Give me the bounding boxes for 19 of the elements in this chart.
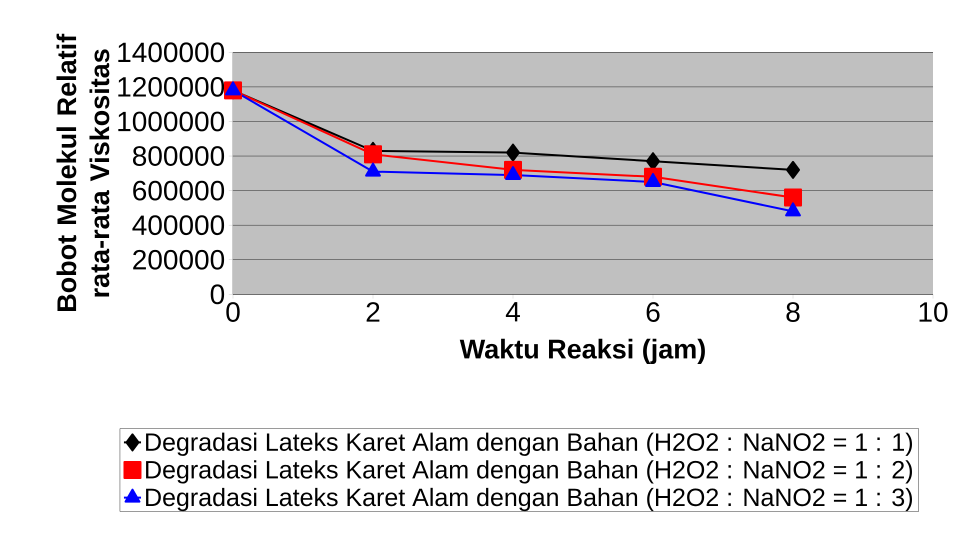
legend-label: Degradasi Lateks Karet Alam dengan Bahan (H2O2 : NaNO2 = 1 : 1): [146, 432, 912, 456]
x-axis-title: Waktu Reaksi (jam): [460, 338, 705, 364]
x-tick-label: 0: [226, 302, 240, 322]
y-tick-label: 600000: [133, 180, 224, 200]
y-axis-title: Bobot Molekul Relatif rata-rata Viskositas: [56, 34, 110, 311]
y-tick-label: 1400000: [118, 42, 224, 62]
x-tick-label: 4: [506, 302, 520, 322]
legend-label: Degradasi Lateks Karet Alam dengan Bahan (H2O2 : NaNO2 = 1 : 3): [146, 488, 912, 511]
y-tick-label: 200000: [133, 250, 224, 270]
y-tick-label: 0: [210, 284, 224, 304]
x-tick-label: 10: [920, 302, 948, 322]
y-tick-label: 1200000: [118, 76, 224, 97]
legend-label: Degradasi Lateks Karet Alam dengan Bahan (H2O2 : NaNO2 = 1 : 2): [146, 460, 912, 484]
x-tick-label: 2: [366, 302, 380, 322]
x-tick-label: 6: [646, 302, 660, 322]
y-tick-label: 1000000: [118, 111, 224, 132]
x-tick-label: 8: [786, 302, 800, 322]
y-tick-label: 800000: [132, 146, 224, 166]
y-tick-label: 400000: [132, 215, 224, 235]
